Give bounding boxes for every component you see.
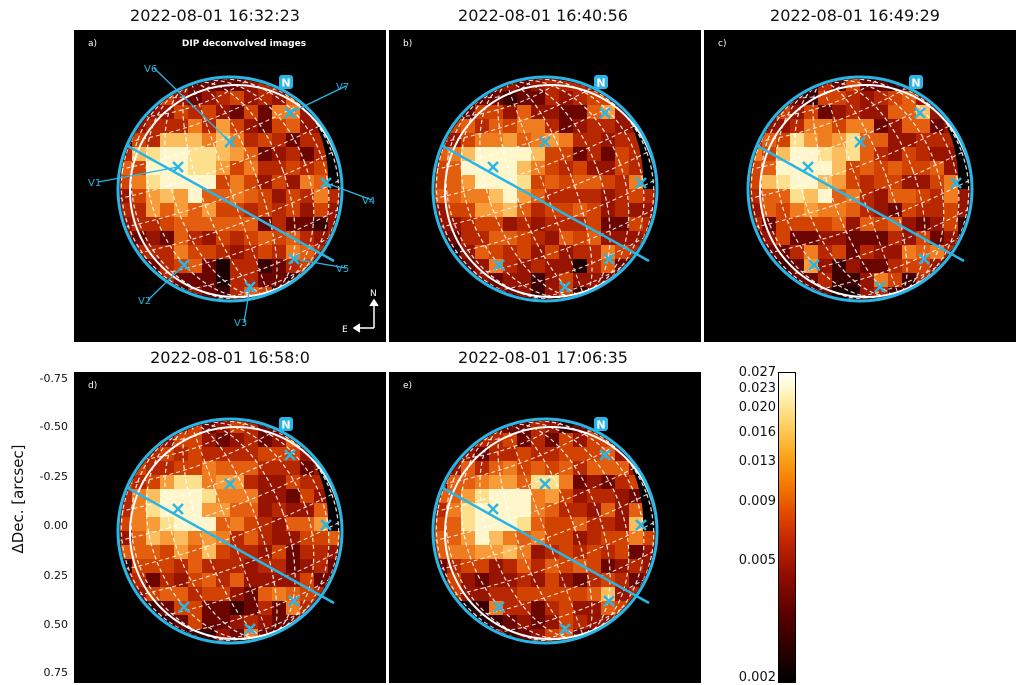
volcano-label: V6 bbox=[144, 64, 157, 75]
panel-subtitle: DIP deconvolved images bbox=[182, 39, 306, 49]
panel-label: a) bbox=[88, 39, 97, 49]
colorbar-tick: 0.009 bbox=[732, 494, 776, 509]
colorbar-tick: 0.016 bbox=[732, 425, 776, 440]
colorbar-tick: 0.023 bbox=[732, 381, 776, 396]
panel-label: c) bbox=[718, 39, 726, 49]
compass-east: E bbox=[342, 325, 348, 335]
colorbar-tick: 0.020 bbox=[732, 400, 776, 415]
north-marker: N bbox=[911, 77, 920, 90]
y-axis-label: ΔDec. [arcsec] bbox=[9, 429, 27, 569]
y-tick: -0.75 bbox=[20, 372, 68, 385]
volcano-label: V7 bbox=[336, 82, 349, 93]
colorbar-tick: 0.013 bbox=[732, 454, 776, 469]
volcano-label: V2 bbox=[138, 296, 151, 307]
colorbar-tick: 0.005 bbox=[732, 553, 776, 568]
colorbar bbox=[778, 372, 796, 683]
panel-c-title: 2022-08-01 16:49:29 bbox=[695, 6, 1015, 25]
panel-b-title: 2022-08-01 16:40:56 bbox=[383, 6, 703, 25]
north-marker: N bbox=[281, 77, 290, 90]
compass-north: N bbox=[370, 289, 377, 299]
y-tick: 0.75 bbox=[20, 666, 68, 679]
y-tick: -0.50 bbox=[20, 420, 68, 433]
volcano-label: V5 bbox=[336, 264, 349, 275]
panel-label: d) bbox=[88, 381, 97, 391]
y-tick: -0.25 bbox=[20, 470, 68, 483]
compass-icon bbox=[354, 300, 378, 332]
north-marker: N bbox=[596, 419, 605, 432]
panel-label: b) bbox=[403, 39, 412, 49]
y-tick: 0.00 bbox=[20, 519, 68, 532]
panel-d-title: 2022-08-01 16:58:0 bbox=[70, 348, 390, 367]
volcano-label: V4 bbox=[362, 196, 375, 207]
panel-a-title: 2022-08-01 16:32:23 bbox=[55, 6, 375, 25]
north-marker: N bbox=[596, 77, 605, 90]
y-tick: 0.50 bbox=[20, 618, 68, 631]
volcano-label: V3 bbox=[234, 318, 247, 329]
colorbar-tick: 0.027 bbox=[732, 365, 776, 380]
volcano-label: V1 bbox=[88, 178, 101, 189]
north-marker: N bbox=[281, 419, 290, 432]
panel-label: e) bbox=[403, 381, 412, 391]
panel-e-title: 2022-08-01 17:06:35 bbox=[383, 348, 703, 367]
y-tick: 0.25 bbox=[20, 569, 68, 582]
